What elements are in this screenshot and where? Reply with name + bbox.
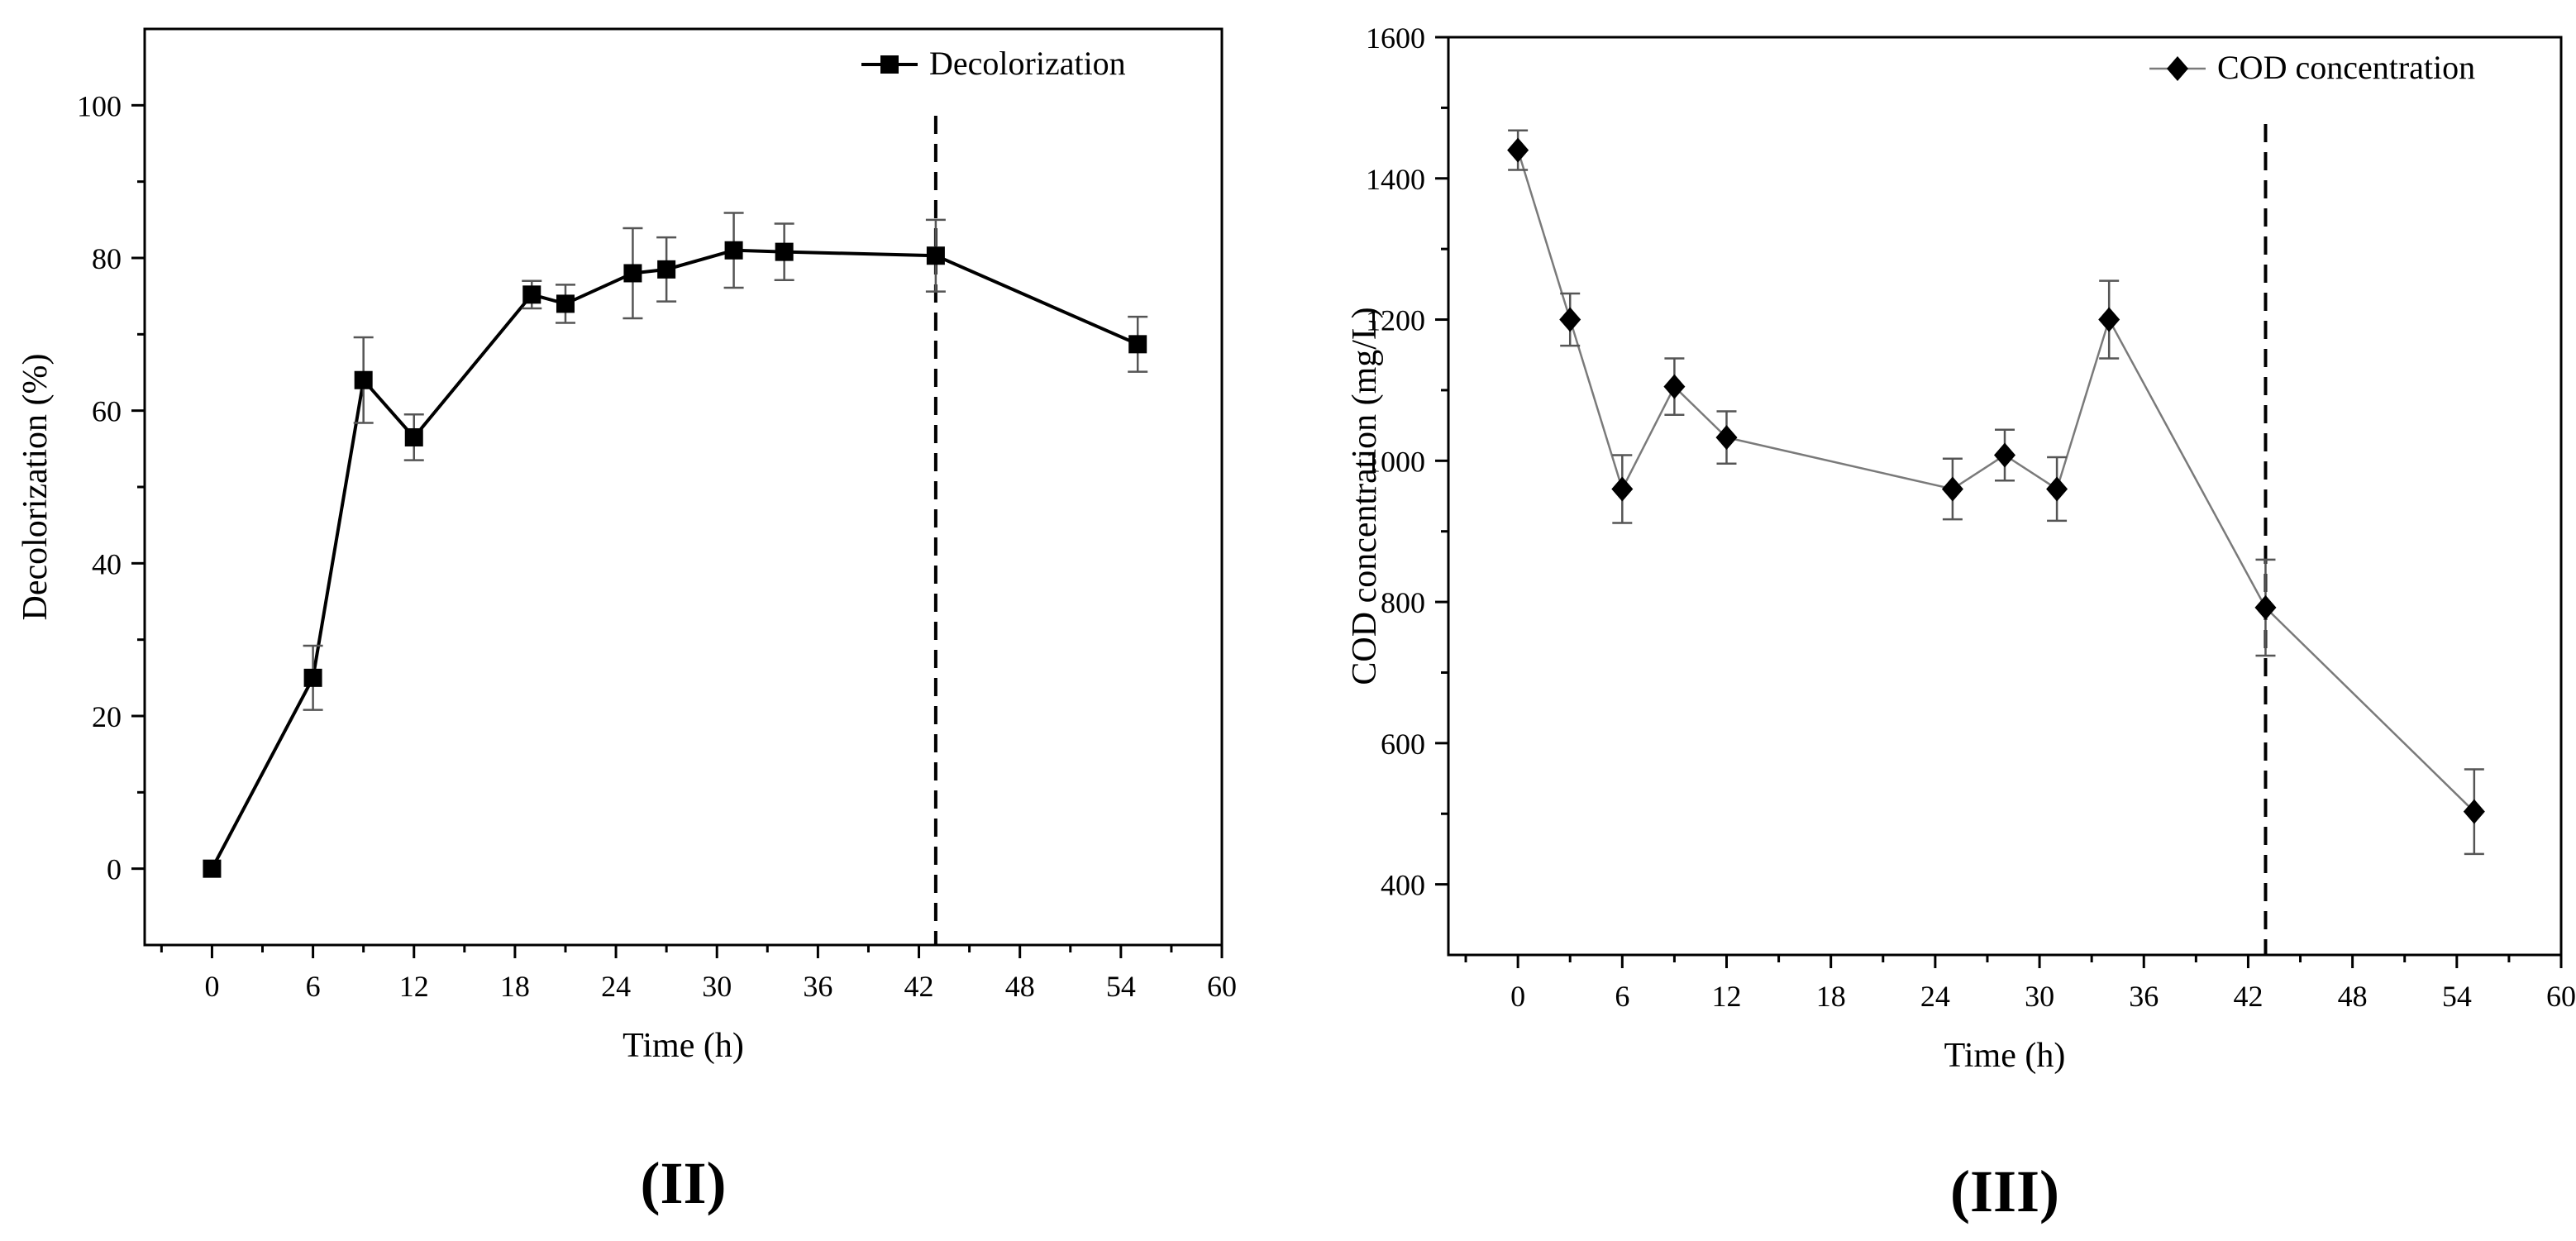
y-tick-label: 800 (1381, 586, 1425, 619)
data-point (657, 260, 676, 279)
data-point (623, 264, 642, 283)
legend-marker (2167, 56, 2188, 81)
x-tick-label: 36 (2129, 980, 2159, 1013)
data-point (556, 294, 575, 313)
x-tick-label: 30 (2025, 980, 2054, 1013)
data-point (1994, 442, 2015, 468)
data-point (2254, 594, 2277, 620)
x-tick-label: 54 (2442, 980, 2472, 1013)
data-point (926, 246, 945, 265)
x-tick-label: 60 (1207, 970, 1237, 1003)
y-tick-label: 100 (77, 89, 122, 122)
y-tick-label: 0 (107, 853, 122, 886)
data-point (1611, 476, 1634, 502)
data-point (724, 241, 743, 260)
y-tick-label: 20 (92, 700, 122, 733)
y-tick-label: 40 (92, 547, 122, 580)
legend-marker (880, 55, 899, 74)
x-tick-label: 0 (1510, 980, 1525, 1013)
y-axis-title: COD concentration (mg/L) (1346, 307, 1384, 685)
data-point (1663, 374, 1686, 399)
y-axis-title: Decolorization (%) (17, 353, 55, 620)
data-point (354, 370, 373, 389)
x-tick-label: 42 (904, 970, 934, 1003)
data-point (775, 242, 794, 261)
plot-frame (143, 27, 1224, 947)
panel-label: (III) (1950, 1158, 2059, 1224)
data-point (1128, 335, 1147, 354)
y-tick-label: 1000 (1366, 445, 1425, 478)
x-axis-title: Time (h) (623, 1027, 744, 1065)
data-point (1559, 307, 1581, 332)
y-tick-label: 600 (1381, 728, 1425, 761)
x-tick-label: 0 (204, 970, 219, 1003)
x-tick-label: 12 (399, 970, 429, 1003)
x-tick-label: 6 (1615, 980, 1629, 1013)
y-tick-label: 60 (92, 395, 122, 428)
x-axis-title: Time (h) (1944, 1037, 2066, 1075)
y-tick-label: 1400 (1366, 163, 1425, 196)
data-point (303, 668, 322, 687)
data-point (522, 285, 541, 304)
y-tick-label: 80 (92, 242, 122, 275)
x-tick-label: 48 (1005, 970, 1035, 1003)
y-tick-label: 400 (1381, 869, 1425, 902)
x-tick-label: 36 (803, 970, 832, 1003)
chart-decolorization: 0 6 12 18 24 30 36 42 48 54 60 0 20 40 60 80 100 Time (h)… (17, 27, 1237, 1216)
data-point (2046, 476, 2068, 502)
data-point (1715, 425, 1738, 451)
data-point (2098, 307, 2120, 332)
plot-frame (1447, 36, 2563, 957)
legend-label: Decolorization (929, 45, 1126, 82)
chart-cod-concentration: 0 6 12 18 24 30 36 42 48 54 60 400 600 800 1000 1200 140… (1346, 21, 2576, 1224)
panel-label: (II) (641, 1150, 727, 1216)
data-point (2463, 799, 2485, 824)
x-tick-label: 30 (702, 970, 732, 1003)
legend-label: COD concentration (2217, 49, 2475, 86)
series-line (210, 248, 1139, 870)
x-tick-label: 18 (1816, 980, 1846, 1013)
x-tick-label: 6 (306, 970, 321, 1003)
data-point (1941, 476, 1963, 502)
x-tick-label: 24 (601, 970, 631, 1003)
x-tick-label: 42 (2233, 980, 2263, 1013)
x-tick-label: 12 (1712, 980, 1742, 1013)
x-tick-label: 54 (1106, 970, 1136, 1003)
data-point (203, 859, 222, 878)
x-tick-label: 18 (500, 970, 530, 1003)
x-tick-label: 60 (2546, 980, 2576, 1013)
x-tick-label: 24 (1920, 980, 1950, 1013)
x-tick-label: 48 (2338, 980, 2368, 1013)
data-point (1507, 137, 1529, 163)
y-tick-label: 1600 (1366, 21, 1425, 55)
y-tick-label: 1200 (1366, 304, 1425, 337)
data-point (404, 427, 423, 446)
